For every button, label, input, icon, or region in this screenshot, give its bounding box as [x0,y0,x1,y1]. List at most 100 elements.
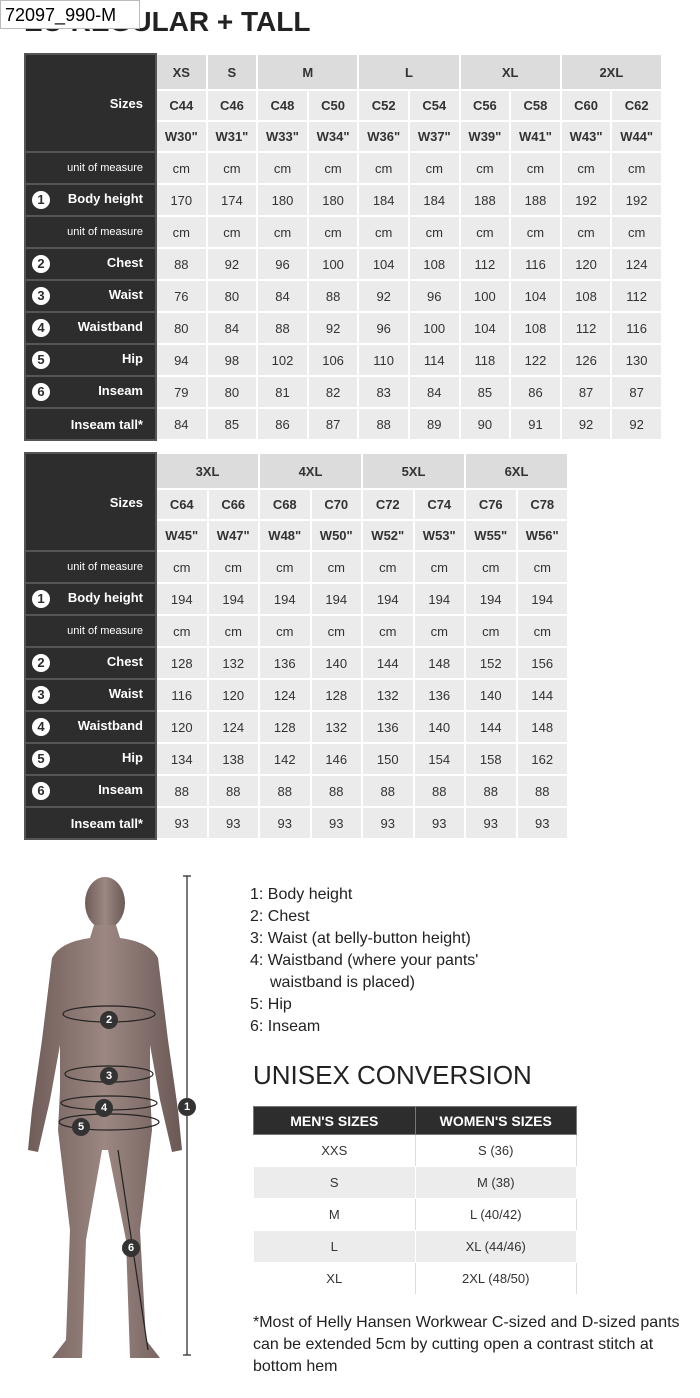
cell: 90 [458,407,512,441]
row-label-text: Hip [122,750,143,765]
cell: cm [407,151,461,185]
size-group: XS [155,53,208,91]
cell: 102 [256,343,309,377]
unisex-header: MEN'S SIZES WOMEN'S SIZES [253,1106,577,1135]
cell: cm [205,215,259,249]
legend-item: 6: Inseam [250,1018,321,1035]
row-label: unit of measure [24,614,157,648]
cell: 80 [205,279,259,313]
row-label: 6 Inseam [24,375,157,409]
w-size: W41" [509,120,562,153]
w-size: W48" [258,519,312,552]
figure-marker: 3 [106,1070,112,1082]
c-size: C62 [610,89,663,122]
cell: 88 [206,774,260,808]
header-label: Sizes [24,452,157,552]
cell: cm [256,215,309,249]
w-size: W50" [309,519,363,552]
cell: 180 [306,183,360,217]
row-label: 3 Waist [24,678,157,712]
cell: 130 [610,343,663,377]
measure-row: unit of measure cm cm cm cm cm cm cm cm cm cm [24,151,663,185]
w-size: W55" [464,519,518,552]
cell: cm [515,614,569,648]
cell: cm [155,151,208,185]
cell: 100 [407,311,461,345]
row-label: 4 Waistband [24,311,157,345]
unisex-row: XXS S (36) [253,1134,577,1167]
cell: cm [361,550,415,584]
cell: cm [458,151,512,185]
cell: 100 [458,279,512,313]
cell: 104 [357,247,410,281]
c-size: C44 [155,89,208,122]
unisex-cell: M (38) [414,1166,577,1199]
cell: cm [407,215,461,249]
cell: cm [206,614,260,648]
unisex-table: MEN'S SIZES WOMEN'S SIZES XXS S (36) S M (38)… [253,1106,577,1295]
cell: 88 [258,774,312,808]
cell: cm [361,614,415,648]
cell: 110 [357,343,410,377]
cell: 122 [509,343,562,377]
unisex-cell: L (40/42) [414,1198,577,1231]
cell: 89 [407,407,461,441]
c-size-row: C44 C46 C48 C50 C52 C54 C56 C58 C60 C62 [25,89,663,122]
cell: 140 [412,710,466,744]
row-label-text: Body height [67,191,143,206]
size-table: Sizes XS S M L XL 2XL C44 C46 C48 C50 C52 C54 C56 C58 C… [24,53,663,441]
c-size: C56 [458,89,512,122]
w-size: W33" [256,120,309,153]
cell: 184 [407,183,461,217]
cell: 158 [464,742,518,776]
row-label-text: Waist [108,287,143,302]
row-number: 5 [32,351,50,369]
cell: cm [458,215,512,249]
cell: cm [306,151,360,185]
row-label: 1 Body height [24,582,157,616]
size-group: 6XL [464,452,569,490]
row-label: Inseam tall* [24,806,157,840]
measure-row: 1 Body height 170 174 180 180 184 184 188 188 192 1… [24,183,663,217]
cell: cm [610,151,663,185]
row-label-text: Inseam tall* [70,416,143,432]
cell: cm [155,215,208,249]
cell: 144 [464,710,518,744]
cell: 128 [155,646,209,680]
cell: 136 [258,646,312,680]
c-size: C68 [258,488,312,521]
cell: cm [464,550,518,584]
cell: 93 [464,806,518,840]
cell: 180 [256,183,309,217]
row-label: unit of measure [24,215,157,249]
c-size: C72 [361,488,415,521]
size-group: 4XL [258,452,363,490]
cell: 81 [256,375,309,409]
w-size: W30" [155,120,208,153]
cell: 92 [610,407,663,441]
row-label-text: Chest [106,654,143,669]
measure-row: 1 Body height 194 194 194 194 194 194 194 194 [24,582,569,616]
cell: 93 [206,806,260,840]
cell: 154 [412,742,466,776]
row-label-text: Body height [67,590,143,605]
cell: 136 [361,710,415,744]
unisex-cell: L [253,1230,416,1263]
w-size: W31" [205,120,259,153]
w-size: W52" [361,519,415,552]
cell: cm [309,614,363,648]
unisex-heading: WOMEN'S SIZES [414,1106,577,1135]
cell: 184 [357,183,410,217]
c-size: C64 [155,488,209,521]
cell: cm [155,550,209,584]
cell: 128 [258,710,312,744]
size-group: XL [458,53,562,91]
row-label-text: Waistband [77,319,143,334]
cell: cm [256,151,309,185]
figure-marker: 2 [106,1014,112,1026]
measure-row: 5 Hip 94 98 102 106 110 114 118 122 126 130 [24,343,663,377]
unisex-cell: XXS [253,1134,416,1167]
c-size: C58 [509,89,562,122]
c-size: C74 [412,488,466,521]
